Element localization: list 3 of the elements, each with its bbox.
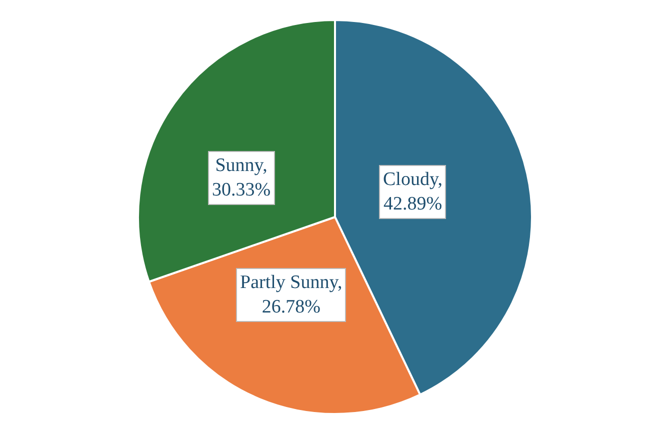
slice-label: Cloudy, 42.89%	[383, 169, 442, 215]
slice-label: Partly Sunny, 26.78%	[240, 272, 342, 318]
slice-label: Sunny, 30.33%	[212, 155, 271, 201]
